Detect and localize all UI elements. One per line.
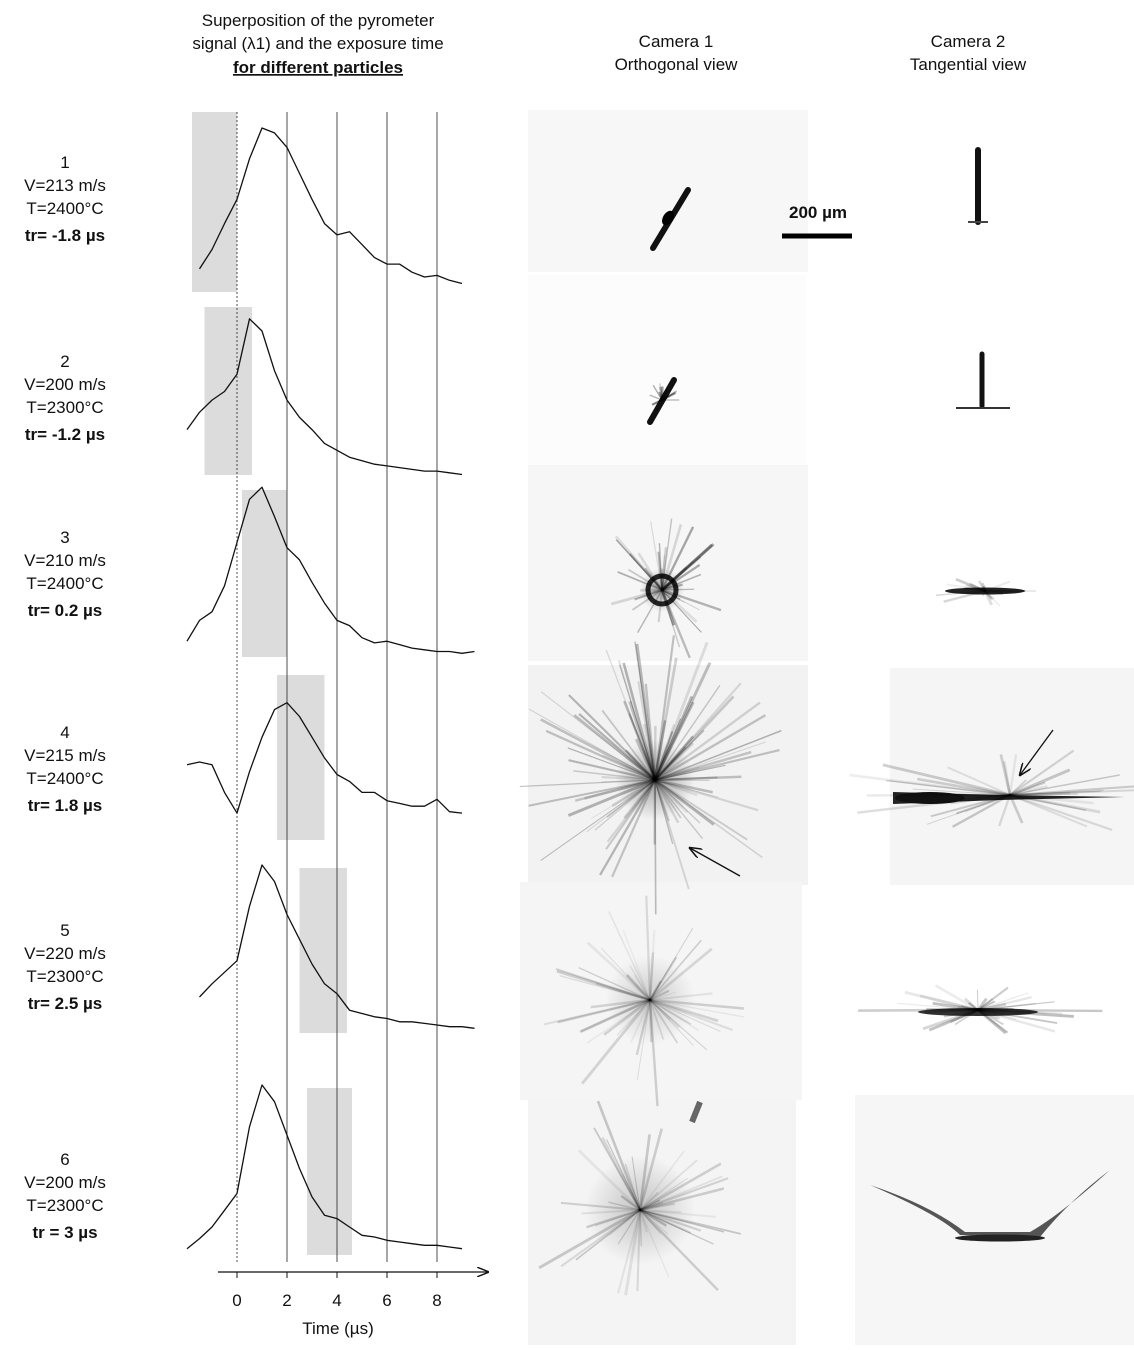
title-line: Superposition of the pyrometer xyxy=(202,11,435,30)
image-panel xyxy=(528,275,806,465)
column-header: Camera 1 xyxy=(639,32,714,51)
page: Superposition of the pyrometer signal (λ… xyxy=(0,0,1134,1345)
column-header: Camera 2 xyxy=(931,32,1006,51)
x-tick-label: 8 xyxy=(432,1291,441,1310)
particle-info: 1 xyxy=(60,153,69,172)
particle-info: T=2300°C xyxy=(26,398,103,417)
particle-info: V=215 m/s xyxy=(24,746,106,765)
streak xyxy=(655,780,656,914)
particle-info: T=2300°C xyxy=(26,967,103,986)
particle-info: 2 xyxy=(60,352,69,371)
particle-tr: tr= -1.2 µs xyxy=(25,425,105,444)
title-line: for different particles xyxy=(233,58,403,77)
splat xyxy=(955,1235,1045,1242)
scale-bar-label: 200 µm xyxy=(789,203,847,222)
particle-tr: tr = 3 µs xyxy=(32,1223,97,1242)
image-panels xyxy=(520,110,1134,1345)
exposure-window xyxy=(242,490,287,657)
particle-info: T=2400°C xyxy=(26,199,103,218)
image-panel xyxy=(528,465,808,661)
exposure-window xyxy=(277,675,325,840)
particle-info: T=2400°C xyxy=(26,769,103,788)
particle-info: V=220 m/s xyxy=(24,944,106,963)
particle-info: V=200 m/s xyxy=(24,375,106,394)
particle-info: V=210 m/s xyxy=(24,551,106,570)
particle-info: 6 xyxy=(60,1150,69,1169)
particle-info: V=213 m/s xyxy=(24,176,106,195)
particle-info: 4 xyxy=(60,723,69,742)
particle-tr: tr= 1.8 µs xyxy=(28,796,103,815)
x-tick-label: 2 xyxy=(282,1291,291,1310)
streak xyxy=(977,990,978,1010)
x-tick-label: 4 xyxy=(332,1291,341,1310)
image-panel xyxy=(528,110,808,272)
exposure-window xyxy=(300,868,348,1033)
exposure-window xyxy=(192,112,237,292)
particle-tr: tr= 2.5 µs xyxy=(28,994,103,1013)
image-panel xyxy=(855,1095,1134,1345)
particle-info: T=2300°C xyxy=(26,1196,103,1215)
particle-tr: tr= 0.2 µs xyxy=(28,601,103,620)
exposure-window xyxy=(307,1088,352,1255)
x-axis-label: Time (µs) xyxy=(302,1319,374,1338)
column-header: Tangential view xyxy=(910,55,1027,74)
column-header: Orthogonal view xyxy=(615,55,739,74)
exposure-window xyxy=(205,307,253,475)
particle-info: 5 xyxy=(60,921,69,940)
streak xyxy=(978,1009,1013,1010)
particle-info: T=2400°C xyxy=(26,574,103,593)
title-line: signal (λ1) and the exposure time xyxy=(192,34,443,53)
pyrometer-trace xyxy=(200,128,463,284)
figure: Superposition of the pyrometer signal (λ… xyxy=(0,0,1134,1345)
particle-info: 3 xyxy=(60,528,69,547)
particle-tr: tr= -1.8 µs xyxy=(25,226,105,245)
pyrometer-trace xyxy=(187,487,475,653)
x-tick-label: 0 xyxy=(232,1291,241,1310)
particle-info: V=200 m/s xyxy=(24,1173,106,1192)
x-tick-label: 6 xyxy=(382,1291,391,1310)
